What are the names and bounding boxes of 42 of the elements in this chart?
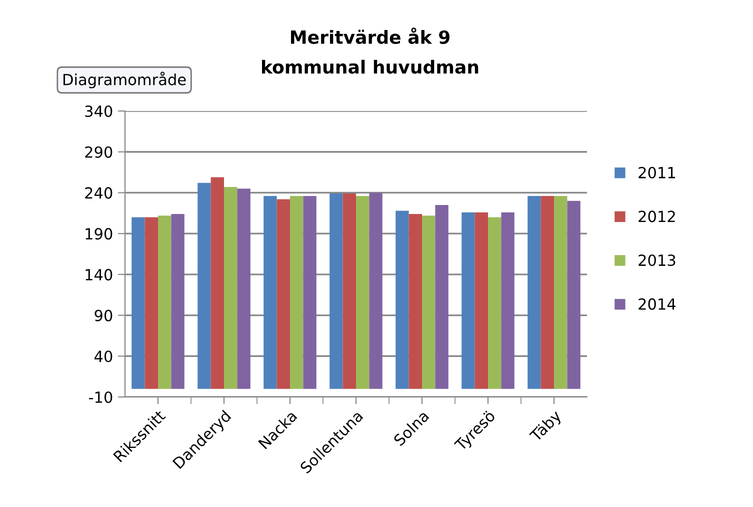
legend-label: 2014: [638, 298, 676, 310]
legend-label: 2013: [638, 254, 676, 266]
bar: [369, 192, 382, 389]
legend-label: 2011: [638, 166, 675, 178]
bar: [435, 204, 448, 389]
legend-label: 2012: [638, 210, 675, 222]
chart-title: Meritvärde åk 9 kommunal huvudman: [262, 28, 478, 74]
y-tick-label: 90: [94, 310, 112, 322]
bar: [330, 194, 343, 389]
bar: [501, 212, 514, 389]
bar: [144, 217, 158, 389]
bar: [422, 216, 436, 389]
text: Diagramområde: [64, 72, 186, 88]
bar: [488, 217, 502, 389]
y-tick-label: 140: [86, 268, 112, 280]
bar: [540, 196, 554, 389]
y-tick-label: 340: [85, 105, 112, 118]
bar: [198, 182, 211, 389]
bar: [342, 194, 356, 389]
bar: [210, 177, 224, 389]
bar: [528, 196, 541, 389]
y-tick-label: 290: [85, 146, 112, 158]
bar: [462, 212, 475, 389]
bar: [264, 196, 277, 389]
bar: [132, 217, 145, 389]
bar: [224, 186, 238, 389]
y-tick-label: 40: [94, 350, 112, 362]
y-tick-label: 240: [85, 187, 112, 199]
bar: [554, 196, 568, 389]
y-tick-label: -10: [88, 391, 112, 404]
bar: [290, 196, 304, 389]
bar: [171, 214, 184, 389]
y-tick-label: 190: [86, 228, 112, 240]
bar: [396, 210, 409, 389]
bar: [237, 188, 250, 389]
bar: [276, 199, 290, 389]
bar: [567, 200, 580, 389]
bar: [356, 196, 370, 389]
bar: [303, 196, 316, 389]
bar: [408, 214, 422, 389]
bar: [158, 216, 172, 389]
bar: [474, 212, 488, 389]
